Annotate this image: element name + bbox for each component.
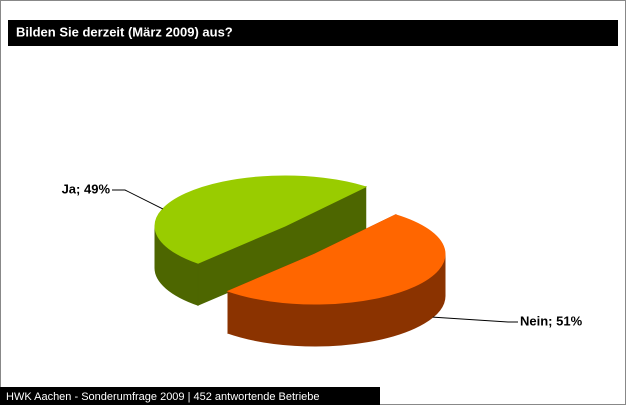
title-bar — [8, 20, 618, 46]
data-label: Nein; 51% — [520, 313, 583, 328]
slice — [226, 214, 446, 305]
leader-line — [112, 189, 164, 210]
chart-title: Bilden Sie derzeit (März 2009) aus? — [16, 24, 233, 39]
pie — [154, 175, 446, 347]
footer-bar — [0, 387, 380, 405]
slice — [154, 175, 368, 264]
data-label: Ja; 49% — [62, 181, 111, 196]
footer: HWK Aachen - Sonderumfrage 2009 | 452 an… — [6, 391, 320, 403]
leader-line — [432, 316, 518, 323]
